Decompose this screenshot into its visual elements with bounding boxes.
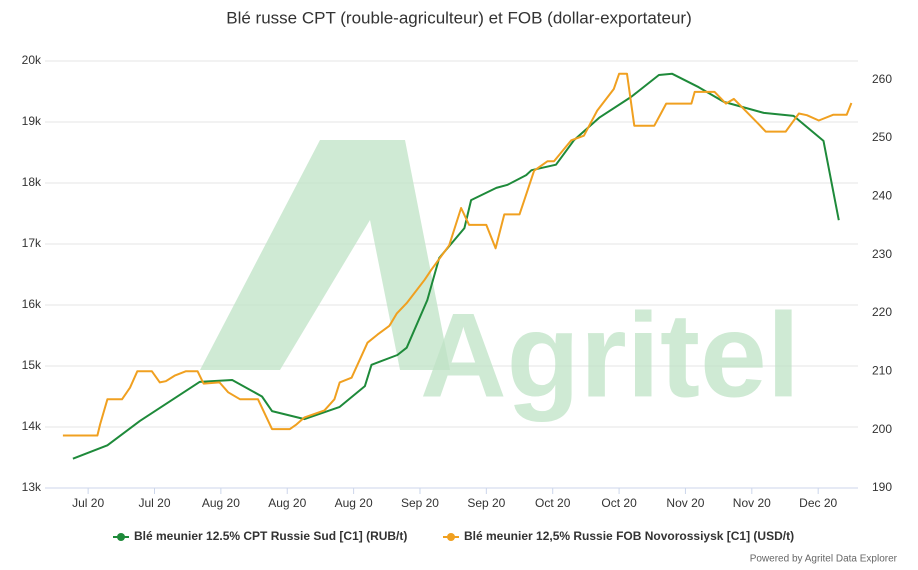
legend-marker xyxy=(117,533,125,541)
y2-tick-label: 200 xyxy=(872,422,892,436)
x-tick-label: Sep 20 xyxy=(467,496,505,510)
legend-item: Blé meunier 12.5% CPT Russie Sud [C1] (R… xyxy=(113,529,407,543)
watermark: Agritel xyxy=(420,289,800,423)
y2-tick-label: 230 xyxy=(872,247,892,261)
y-tick-label: 18k xyxy=(22,175,42,189)
x-tick-label: Dec 20 xyxy=(799,496,837,510)
x-tick-label: Nov 20 xyxy=(733,496,771,510)
y2-tick-label: 190 xyxy=(872,480,892,494)
legend-item: Blé meunier 12,5% Russie FOB Novorossiys… xyxy=(443,529,794,543)
x-tick-label: Jul 20 xyxy=(138,496,170,510)
x-tick-label: Aug 20 xyxy=(202,496,240,510)
legend-marker xyxy=(447,533,455,541)
series-line xyxy=(72,72,840,460)
y-tick-label: 16k xyxy=(22,297,42,311)
x-tick-label: Aug 20 xyxy=(335,496,373,510)
y2-tick-label: 210 xyxy=(872,364,892,378)
x-tick-label: Nov 20 xyxy=(666,496,704,510)
y-tick-label: 19k xyxy=(22,114,42,128)
y-tick-label: 15k xyxy=(22,358,42,372)
y2-tick-label: 250 xyxy=(872,130,892,144)
legend-label: Blé meunier 12,5% Russie FOB Novorossiys… xyxy=(464,529,794,543)
watermark-shape xyxy=(200,140,450,370)
watermark-logo: Agritel xyxy=(200,140,800,423)
y-tick-label: 17k xyxy=(22,236,42,250)
y2-tick-label: 260 xyxy=(872,72,892,86)
x-tick-label: Oct 20 xyxy=(535,496,571,510)
y2-tick-label: 240 xyxy=(872,189,892,203)
y-tick-label: 14k xyxy=(22,419,42,433)
x-tick-label: Oct 20 xyxy=(601,496,637,510)
x-tick-label: Jul 20 xyxy=(72,496,104,510)
legend-label: Blé meunier 12.5% CPT Russie Sud [C1] (R… xyxy=(134,529,407,543)
series-line xyxy=(62,72,853,437)
x-tick-label: Sep 20 xyxy=(401,496,439,510)
credit: Powered by Agritel Data Explorer xyxy=(750,554,898,565)
y-tick-label: 13k xyxy=(22,480,42,494)
chart-title: Blé russe CPT (rouble-agriculteur) et FO… xyxy=(226,8,691,27)
y-tick-label: 20k xyxy=(22,53,42,67)
y2-tick-label: 220 xyxy=(872,305,892,319)
x-tick-label: Aug 20 xyxy=(268,496,306,510)
